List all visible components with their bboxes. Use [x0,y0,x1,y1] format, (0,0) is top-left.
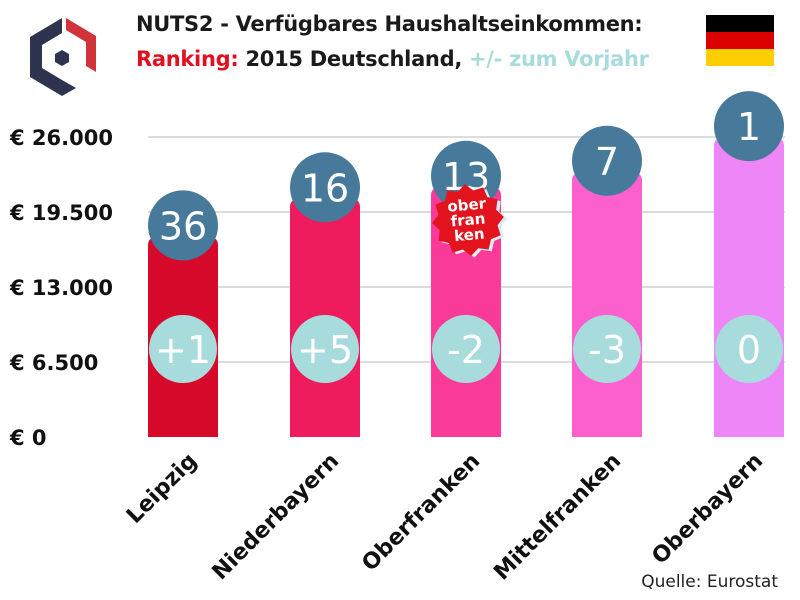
badge-text: ober [447,194,488,215]
badge-text: ken [453,225,485,246]
y-tick-label: € 0 [9,426,47,450]
change-circle [149,315,217,383]
logo-icon [30,18,96,96]
x-tick-label: Leipzig [122,449,202,529]
germany-flag-icon [706,15,774,66]
change-circle [432,315,500,383]
y-tick-label: € 19.500 [9,201,113,225]
change-circle [291,315,359,383]
x-tick-label: Mittelfranken [489,449,626,586]
y-tick-label: € 26.000 [9,126,113,150]
rank-label: 1 [737,105,761,149]
rank-circle [290,152,360,223]
change-circle [573,315,641,383]
subtitle-middle: 2015 Deutschland, [238,47,470,71]
rank-circle [148,190,218,261]
rank-circle [714,91,784,162]
change-label: -2 [447,328,485,372]
change-label: +1 [155,328,211,372]
chart-subtitle: Ranking: 2015 Deutschland, +/- zum Vorja… [136,47,649,71]
x-tick-label: Oberbayern [647,449,768,570]
badge-shape [432,184,504,256]
x-tick-label: Oberfranken [357,449,485,577]
x-tick-label: Niederbayern [208,449,345,586]
bar [714,138,784,437]
source-note: Quelle: Eurostat [641,572,778,592]
change-label: -3 [588,328,626,372]
badge-text: fran [450,210,486,231]
change-label: +5 [297,328,353,372]
change-label: +/- zum Vorjahr [469,47,649,71]
bar [572,172,642,437]
rank-label: 7 [595,140,619,184]
change-circle [715,315,783,383]
y-tick-label: € 13.000 [9,276,113,300]
y-tick-label: € 6.500 [9,351,98,375]
ranking-label: Ranking: [136,47,239,71]
rank-label: 36 [159,204,207,248]
rank-label: 16 [301,166,349,210]
chart-title: NUTS2 - Verfügbares Haushaltseinkommen: [136,12,643,36]
rank-circle [572,125,642,196]
change-label: 0 [737,328,761,372]
